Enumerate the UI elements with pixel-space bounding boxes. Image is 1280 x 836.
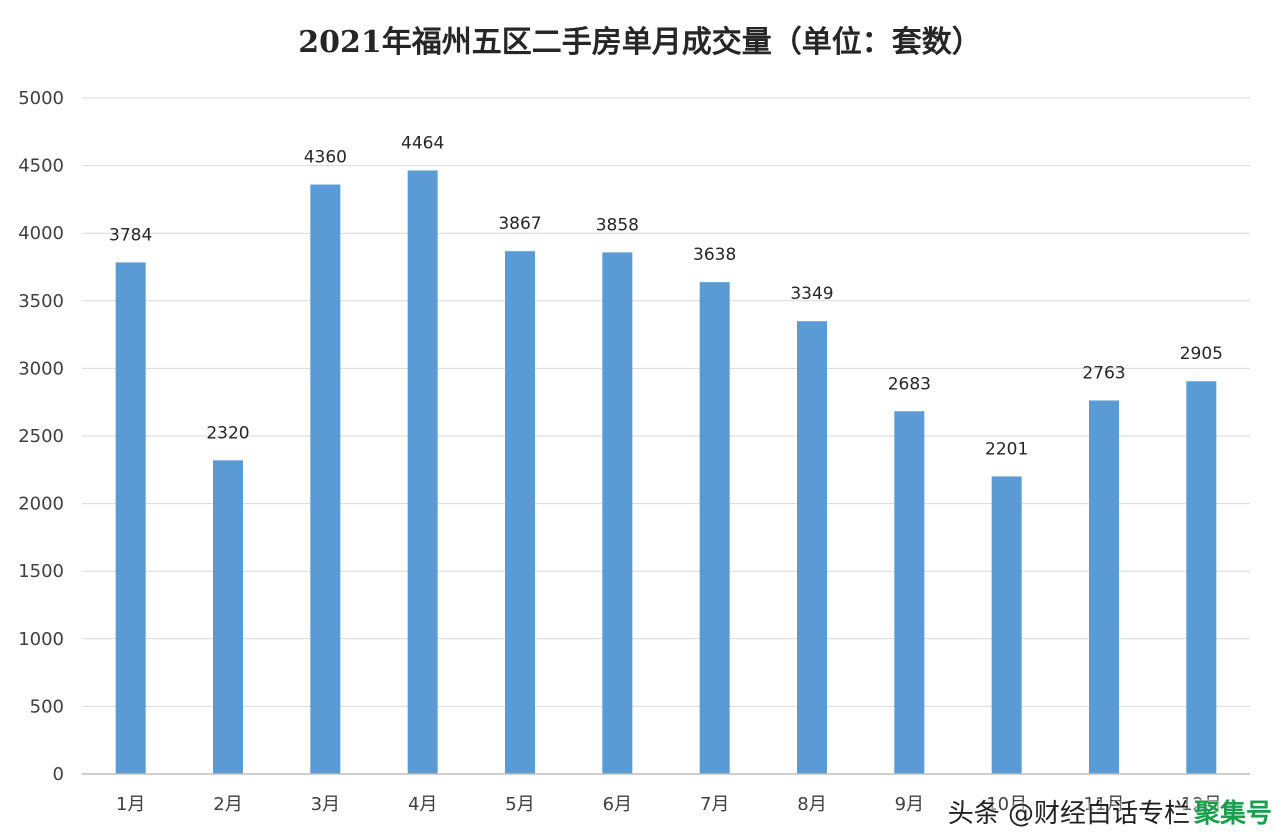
- bar: [894, 411, 925, 774]
- data-label: 2320: [206, 423, 249, 443]
- bar: [310, 184, 341, 774]
- y-tick-label: 2000: [18, 494, 64, 515]
- data-label: 2683: [888, 374, 931, 394]
- bar: [699, 282, 730, 774]
- bar: [797, 321, 827, 774]
- data-label: 2763: [1082, 363, 1125, 383]
- data-label: 4464: [401, 133, 444, 153]
- data-label: 3867: [498, 214, 541, 234]
- y-tick-label: 5000: [18, 88, 64, 109]
- bar: [602, 252, 633, 774]
- bar: [213, 460, 243, 774]
- y-tick-label: 1500: [18, 561, 64, 582]
- data-label: 2201: [985, 439, 1028, 459]
- y-axis-tick-labels: 0 500 1000 1500 2000 2500 3000 3500 4000 4500 5000: [18, 88, 64, 785]
- data-label: 2905: [1180, 344, 1223, 364]
- x-tick-label: 4月: [408, 794, 437, 815]
- x-tick-label: 5月: [505, 794, 534, 815]
- data-label: 3858: [596, 215, 639, 235]
- x-axis-tick-labels: 1月 2月 3月 4月 5月 6月 7月 8月 9月 10月 11月 12月: [116, 794, 1222, 815]
- x-tick-label: 10月: [986, 794, 1027, 815]
- y-tick-label: 4000: [18, 223, 64, 244]
- watermark-logo: 聚集号: [1193, 799, 1272, 829]
- y-tick-label: 2500: [18, 426, 64, 447]
- bar: [407, 170, 438, 775]
- x-tick-label: 2月: [213, 794, 242, 815]
- data-label: 3784: [109, 225, 152, 245]
- bar: [1186, 381, 1217, 774]
- y-tick-label: 3000: [18, 358, 64, 379]
- y-tick-label: 500: [30, 696, 64, 717]
- data-label: 4360: [304, 148, 347, 168]
- y-tick-label: 3500: [18, 291, 64, 312]
- watermark: 头条 @财经白话专栏 聚集号: [948, 793, 1272, 830]
- bar: [991, 476, 1022, 774]
- x-tick-label: 8月: [797, 794, 826, 815]
- x-tick-label: 6月: [603, 794, 632, 815]
- x-tick-label: 11月: [1084, 794, 1125, 815]
- grid-lines: [82, 97, 1250, 707]
- x-tick-label: 1月: [116, 794, 145, 815]
- y-tick-label: 0: [53, 764, 64, 785]
- y-tick-label: 4500: [18, 156, 64, 177]
- bar: [115, 262, 146, 774]
- x-tick-label: 7月: [700, 794, 729, 815]
- x-tick-label: 3月: [311, 794, 340, 815]
- data-label: 3349: [790, 284, 833, 304]
- chart-title: 2021年福州五区二手房单月成交量（单位：套数）: [298, 25, 982, 60]
- y-tick-label: 1000: [18, 629, 64, 650]
- watermark-text: 头条 @财经白话专栏: [947, 799, 1190, 829]
- x-tick-label: 12月: [1181, 794, 1222, 815]
- x-tick-label: 9月: [895, 794, 924, 815]
- bar: [505, 251, 535, 775]
- data-label: 3638: [693, 245, 736, 265]
- bars: [115, 170, 1217, 775]
- bar: [1089, 400, 1119, 774]
- data-labels: 3784 2320 4360 4464 3867 3858 3638 3349 2683 2201…: [109, 133, 1223, 459]
